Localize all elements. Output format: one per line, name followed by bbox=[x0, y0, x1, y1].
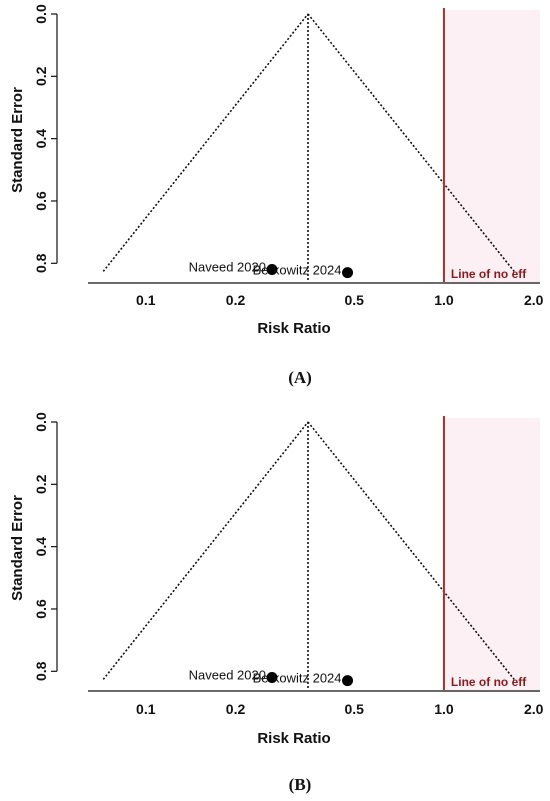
funnel-left-edge bbox=[102, 13, 309, 272]
y-tick-label: 0.0 bbox=[33, 412, 49, 432]
y-tick-label: 0.2 bbox=[33, 66, 49, 86]
y-tick-label: 0.6 bbox=[33, 599, 49, 619]
x-tick-label: 2.0 bbox=[524, 701, 544, 717]
funnel-right-edge bbox=[307, 13, 515, 272]
x-tick-label: 1.0 bbox=[434, 292, 454, 308]
x-tick-label: 2.0 bbox=[524, 292, 544, 308]
line-of-no-effect-label: Line of no eff bbox=[451, 675, 527, 689]
x-tick-label: 0.5 bbox=[344, 292, 364, 308]
x-tick-label: 0.1 bbox=[136, 701, 156, 717]
x-tick-label: 0.2 bbox=[226, 701, 246, 717]
study-point bbox=[266, 264, 278, 276]
study-label: Naveed 2020 bbox=[189, 668, 266, 683]
panel-label: (A) bbox=[288, 368, 312, 387]
y-tick-label: 0.2 bbox=[33, 474, 49, 494]
x-axis-title: Risk Ratio bbox=[257, 320, 330, 337]
panel-label: (B) bbox=[289, 775, 312, 794]
funnel-left-edge bbox=[102, 421, 309, 680]
y-tick-label: 0.4 bbox=[33, 537, 49, 557]
x-axis-title: Risk Ratio bbox=[257, 730, 330, 747]
y-tick-label: 0.6 bbox=[33, 191, 49, 211]
study-point bbox=[342, 675, 354, 687]
y-tick-label: 0.0 bbox=[33, 4, 49, 24]
study-point bbox=[266, 672, 278, 684]
study-point bbox=[342, 267, 354, 279]
y-axis-title: Standard Error bbox=[9, 87, 26, 193]
funnel-plot-panel-b: Line of no eff 0.0 0.2 0.4 0.6 0.8 0.1 0.2 0.5 1.… bbox=[9, 412, 544, 794]
x-tick-label: 0.1 bbox=[136, 292, 156, 308]
funnel-plot-panel-a: Line of no eff 0.0 0.2 0.4 0.6 0.8 0.1 0.2 0.5 1.… bbox=[9, 4, 544, 387]
y-tick-label: 0.8 bbox=[33, 253, 49, 273]
x-tick-label: 0.2 bbox=[226, 292, 246, 308]
no-effect-shade bbox=[443, 10, 540, 284]
line-of-no-effect-label: Line of no eff bbox=[451, 267, 527, 281]
study-label: Berkowitz 2024 bbox=[253, 671, 342, 686]
y-tick-label: 0.8 bbox=[33, 661, 49, 681]
y-axis-title: Standard Error bbox=[9, 495, 26, 601]
study-label: Naveed 2020 bbox=[189, 260, 266, 275]
study-label: Berkowitz 2024 bbox=[253, 263, 342, 278]
funnel-right-edge bbox=[307, 421, 515, 680]
y-tick-label: 0.4 bbox=[33, 129, 49, 149]
x-tick-label: 0.5 bbox=[344, 701, 364, 717]
x-tick-label: 1.0 bbox=[434, 701, 454, 717]
no-effect-shade bbox=[443, 418, 540, 692]
